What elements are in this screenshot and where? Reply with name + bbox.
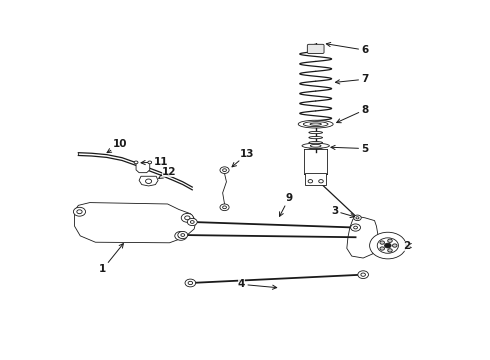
Circle shape — [388, 239, 392, 242]
Circle shape — [220, 167, 229, 174]
Circle shape — [181, 213, 194, 222]
Text: 5: 5 — [331, 144, 368, 153]
Circle shape — [318, 180, 323, 183]
Circle shape — [380, 247, 385, 250]
Text: 3: 3 — [331, 206, 354, 217]
Circle shape — [369, 232, 406, 259]
Text: 11: 11 — [141, 157, 169, 167]
FancyBboxPatch shape — [305, 174, 326, 185]
Ellipse shape — [310, 144, 321, 147]
Circle shape — [361, 273, 366, 276]
Circle shape — [222, 206, 226, 209]
Circle shape — [74, 207, 86, 216]
Text: 7: 7 — [336, 74, 368, 84]
Ellipse shape — [309, 136, 322, 139]
Circle shape — [312, 38, 319, 43]
Text: 1: 1 — [99, 244, 123, 274]
Circle shape — [380, 241, 385, 244]
Circle shape — [148, 161, 151, 164]
Circle shape — [134, 161, 138, 164]
Circle shape — [385, 243, 391, 248]
Circle shape — [175, 231, 187, 240]
Ellipse shape — [302, 143, 329, 148]
Circle shape — [178, 234, 184, 238]
Circle shape — [185, 279, 196, 287]
Circle shape — [358, 271, 368, 279]
Text: 12: 12 — [159, 167, 176, 179]
Circle shape — [181, 234, 185, 237]
Text: 6: 6 — [326, 42, 368, 55]
Circle shape — [178, 231, 188, 239]
Circle shape — [351, 224, 361, 231]
Ellipse shape — [298, 120, 333, 128]
Circle shape — [392, 244, 397, 247]
Polygon shape — [139, 176, 158, 186]
Circle shape — [77, 210, 82, 214]
Ellipse shape — [303, 122, 328, 127]
Circle shape — [377, 238, 398, 253]
Circle shape — [222, 169, 226, 172]
Text: 8: 8 — [337, 105, 368, 123]
Circle shape — [187, 219, 197, 226]
Polygon shape — [347, 216, 378, 258]
Text: 4: 4 — [238, 279, 277, 289]
FancyBboxPatch shape — [307, 44, 324, 53]
Circle shape — [185, 216, 190, 220]
Ellipse shape — [309, 131, 322, 134]
Circle shape — [356, 217, 359, 219]
Circle shape — [308, 180, 313, 183]
Ellipse shape — [309, 147, 322, 149]
Polygon shape — [136, 162, 150, 173]
Ellipse shape — [310, 123, 321, 125]
Polygon shape — [74, 203, 196, 243]
Ellipse shape — [309, 141, 322, 144]
Circle shape — [220, 204, 229, 211]
Text: 10: 10 — [107, 139, 128, 153]
Circle shape — [354, 226, 358, 229]
Circle shape — [354, 215, 361, 221]
Circle shape — [388, 249, 392, 252]
Circle shape — [188, 281, 193, 285]
Text: 9: 9 — [279, 193, 293, 216]
Text: 2: 2 — [403, 240, 411, 251]
Text: 13: 13 — [232, 149, 254, 167]
Circle shape — [146, 179, 151, 184]
Circle shape — [190, 221, 194, 223]
